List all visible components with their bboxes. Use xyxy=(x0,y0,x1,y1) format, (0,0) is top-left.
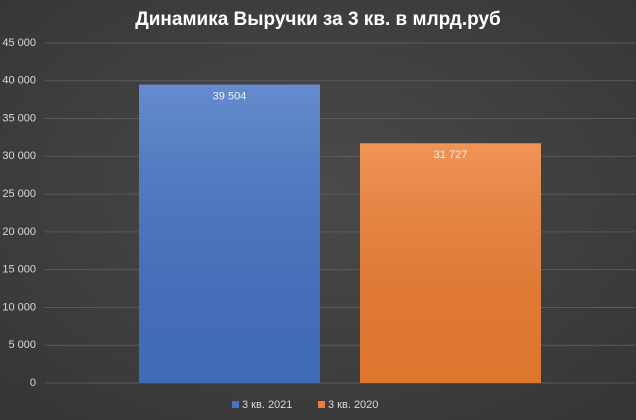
legend-swatch xyxy=(232,401,239,408)
y-tick-label: 45 000 xyxy=(2,37,36,49)
y-tick-label: 20 000 xyxy=(2,226,36,238)
y-tick-label: 30 000 xyxy=(2,150,36,162)
y-tick-label: 10 000 xyxy=(2,301,36,313)
y-tick-label: 35 000 xyxy=(2,112,36,124)
bar-shine xyxy=(360,143,541,383)
chart-title: Динамика Выручки за 3 кв. в млрд.руб xyxy=(135,9,501,30)
legend-label: 3 кв. 2020 xyxy=(328,399,378,411)
y-tick-label: 0 xyxy=(30,377,36,389)
legend-label: 3 кв. 2021 xyxy=(242,399,292,411)
legend-swatch xyxy=(318,401,325,408)
y-tick-label: 5 000 xyxy=(8,339,36,351)
value-label: 39 504 xyxy=(213,90,247,102)
value-label: 31 727 xyxy=(434,149,468,161)
y-tick-label: 40 000 xyxy=(2,75,36,87)
y-tick-label: 15 000 xyxy=(2,264,36,276)
bar-shine xyxy=(139,84,320,383)
y-tick-label: 25 000 xyxy=(2,188,36,200)
